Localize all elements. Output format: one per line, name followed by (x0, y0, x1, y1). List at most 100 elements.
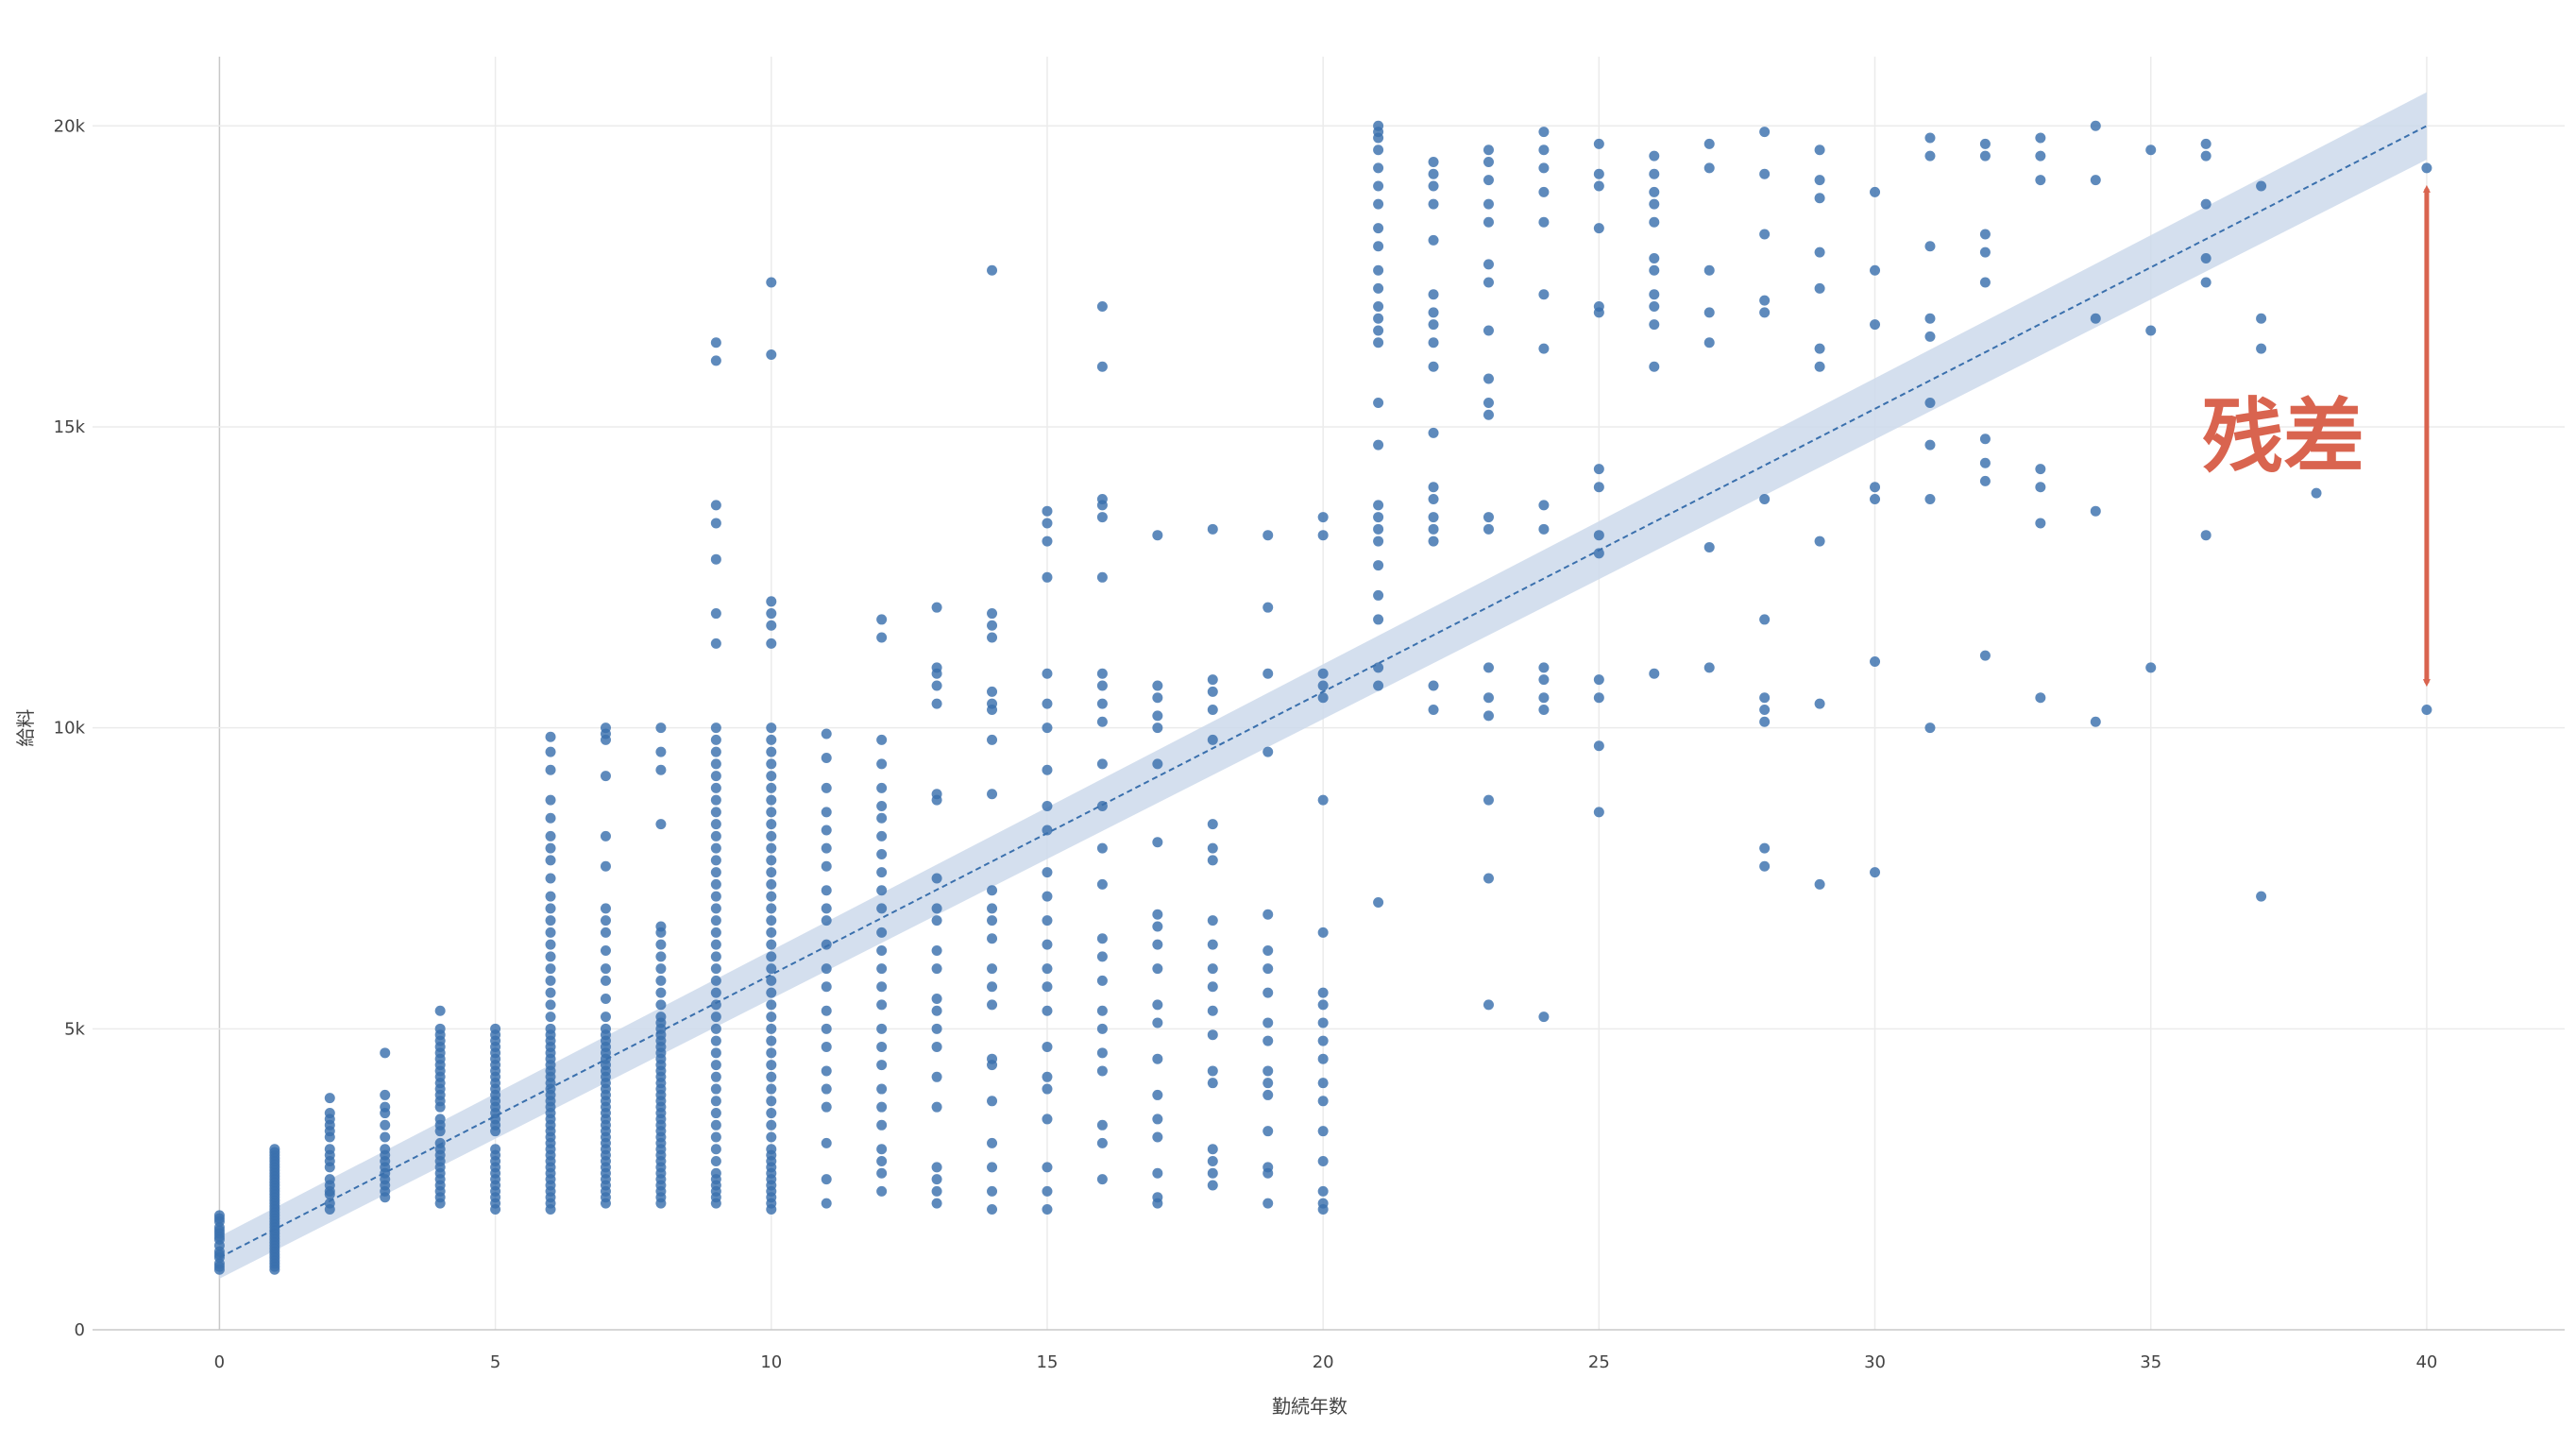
data-point (1373, 325, 1384, 336)
data-point (1428, 307, 1439, 318)
data-point (1538, 674, 1550, 686)
data-point (766, 807, 777, 818)
data-point (2145, 662, 2157, 673)
data-point (2035, 132, 2046, 144)
data-point (1870, 319, 1881, 331)
data-point (1096, 1023, 1108, 1034)
data-point (766, 975, 777, 986)
data-point (1538, 289, 1550, 300)
data-point (1428, 482, 1439, 493)
data-point (987, 620, 998, 631)
x-tick-label: 20 (1313, 1352, 1334, 1372)
data-point (1759, 705, 1771, 716)
axes: 0 5 10 15 20 25 30 35 40 0 5k 10k 15k 20k (54, 116, 2438, 1372)
data-point (1814, 246, 1825, 258)
trend-line-path (218, 125, 2428, 1259)
data-point (931, 903, 942, 914)
data-point (1428, 157, 1439, 168)
data-point (2035, 150, 2046, 162)
data-point (1428, 493, 1439, 504)
data-point (766, 842, 777, 854)
data-point (710, 337, 721, 348)
residual-label: 残差 (2202, 390, 2364, 484)
data-point (1703, 162, 1715, 174)
data-point (931, 1041, 942, 1052)
data-point (1152, 837, 1163, 848)
data-point (710, 926, 721, 938)
data-point (766, 638, 777, 649)
data-point (1152, 1167, 1163, 1179)
data-point (876, 614, 888, 625)
data-point (600, 993, 611, 1004)
data-point (821, 1198, 832, 1209)
data-point (1979, 138, 1991, 149)
data-point (2035, 464, 2046, 475)
data-point (434, 1005, 446, 1016)
data-point (876, 944, 888, 956)
data-point (710, 758, 721, 770)
data-point (1317, 1126, 1329, 1137)
data-point (710, 1012, 721, 1023)
data-point (1042, 963, 1053, 975)
data-point (1814, 144, 1825, 156)
data-point (1042, 824, 1053, 836)
data-point (1152, 1053, 1163, 1064)
data-point (710, 638, 721, 649)
data-point (2200, 530, 2212, 541)
data-point (1870, 656, 1881, 668)
data-point (655, 999, 667, 1011)
data-point (1649, 319, 1660, 331)
data-point (876, 1144, 888, 1155)
data-point (931, 1185, 942, 1197)
data-point (987, 1096, 998, 1107)
data-point (876, 981, 888, 993)
data-point (821, 885, 832, 896)
data-point (1483, 277, 1494, 288)
data-point (1207, 705, 1218, 716)
data-point (766, 620, 777, 631)
data-point (1317, 1078, 1329, 1089)
data-point (2090, 175, 2101, 186)
data-point (876, 830, 888, 842)
data-point (545, 963, 556, 975)
data-point (1152, 710, 1163, 722)
data-point (766, 926, 777, 938)
data-point (655, 819, 667, 830)
data-point (655, 951, 667, 962)
data-point (545, 842, 556, 854)
data-point (1979, 229, 1991, 240)
data-point (1814, 343, 1825, 354)
data-point (1317, 999, 1329, 1011)
data-point (213, 1210, 225, 1221)
data-point (766, 915, 777, 926)
data-point (1317, 512, 1329, 523)
data-point (821, 1137, 832, 1148)
data-point (1483, 397, 1494, 408)
data-point (931, 680, 942, 691)
data-point (1263, 602, 1274, 613)
data-point (380, 1144, 391, 1155)
data-point (876, 812, 888, 824)
data-point (1263, 944, 1274, 956)
data-point (876, 926, 888, 938)
data-point (766, 1023, 777, 1034)
data-point (545, 987, 556, 998)
data-point (1263, 746, 1274, 757)
data-point (1096, 933, 1108, 944)
data-point (2256, 891, 2267, 902)
data-point (931, 1005, 942, 1016)
data-point (766, 878, 777, 890)
data-point (2421, 162, 2432, 174)
data-point (1207, 981, 1218, 993)
data-point (1263, 1198, 1274, 1209)
data-point (1483, 523, 1494, 535)
data-point (324, 1174, 335, 1185)
data-point (1428, 337, 1439, 348)
data-point (766, 1035, 777, 1046)
data-point (434, 1137, 446, 1148)
data-point (1096, 1005, 1108, 1016)
data-point (1649, 150, 1660, 162)
data-point (2035, 482, 2046, 493)
data-point (380, 1047, 391, 1059)
data-point (1373, 439, 1384, 450)
